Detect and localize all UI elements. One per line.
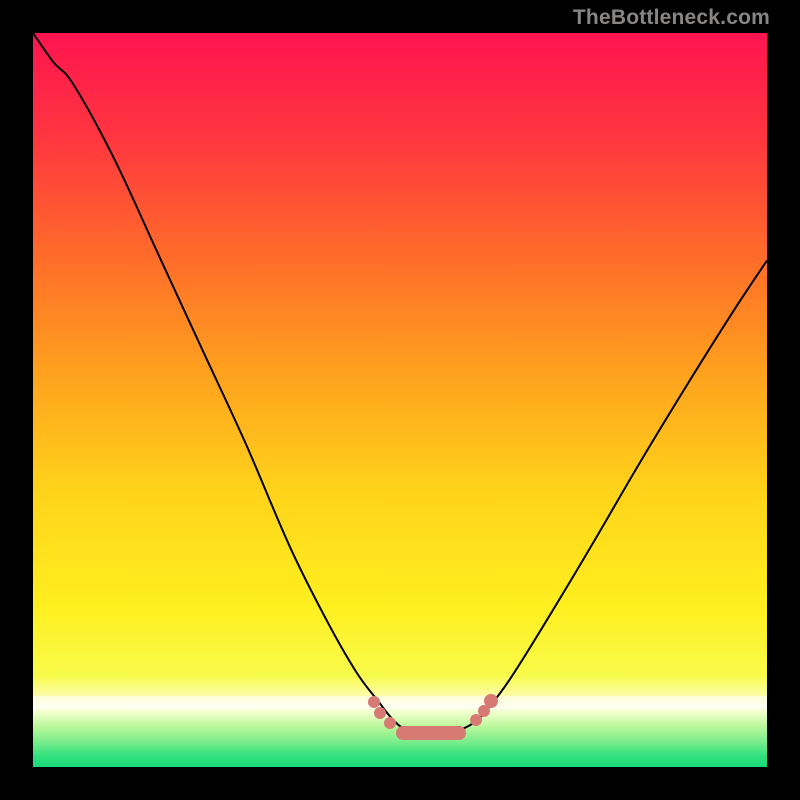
curve-marker-dot — [484, 694, 498, 708]
watermark-text: TheBottleneck.com — [573, 6, 770, 30]
curve-marker-dot — [384, 717, 396, 729]
curve-markers — [33, 33, 767, 767]
plot-area — [33, 33, 767, 767]
curve-marker-dot — [374, 707, 386, 719]
curve-marker-range — [396, 726, 466, 740]
chart-frame: TheBottleneck.com — [0, 0, 800, 800]
